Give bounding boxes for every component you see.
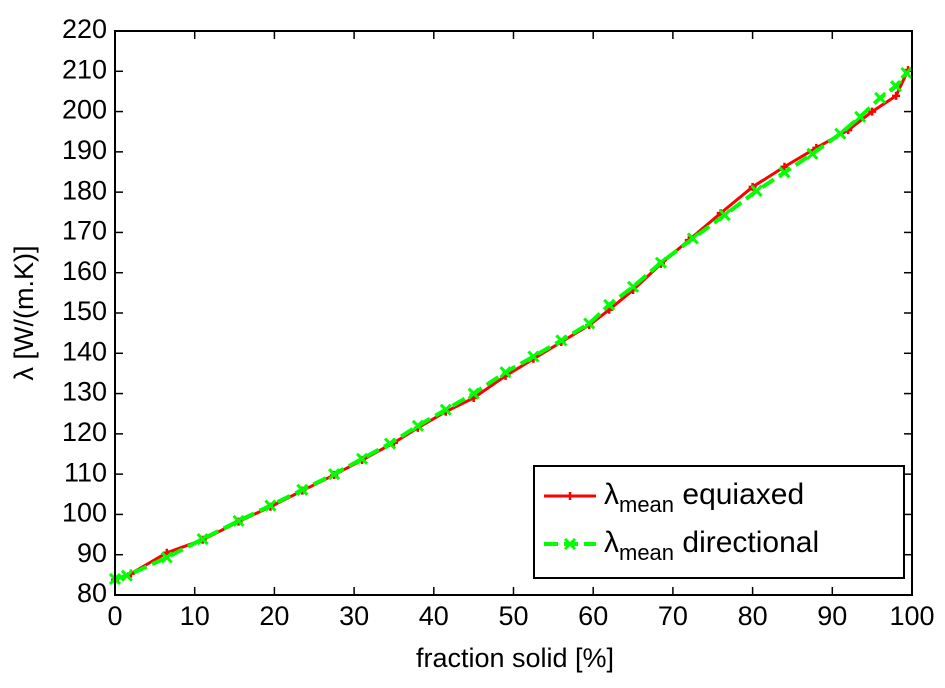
legend-label: λmean directional	[604, 526, 819, 565]
data-point	[296, 483, 309, 496]
data-point	[383, 437, 397, 450]
y-tick-label: 140	[62, 336, 107, 366]
data-point	[654, 256, 668, 269]
y-tick-label: 200	[62, 95, 107, 125]
data-point	[834, 127, 847, 140]
x-tick-label: 40	[419, 601, 449, 631]
data-point	[806, 147, 819, 160]
x-tick-label: 30	[339, 601, 369, 631]
legend-box	[533, 465, 905, 579]
data-point	[264, 499, 277, 512]
legend-marker	[566, 492, 574, 500]
data-point	[356, 452, 369, 465]
data-point	[780, 162, 789, 171]
data-point	[900, 66, 913, 79]
y-tick-label: 190	[62, 135, 107, 165]
y-tick-label: 180	[62, 175, 107, 205]
data-point	[603, 298, 616, 312]
data-point	[160, 551, 173, 564]
data-point	[439, 403, 452, 416]
x-tick-label: 100	[889, 601, 934, 631]
y-tick-label: 210	[62, 54, 107, 84]
data-point	[889, 80, 903, 93]
data-point	[411, 419, 424, 432]
x-tick-label: 90	[817, 601, 847, 631]
y-tick-label: 100	[62, 498, 107, 528]
x-tick-label: 60	[578, 601, 608, 631]
y-tick-label: 80	[77, 578, 107, 608]
x-tick-label: 20	[259, 601, 289, 631]
legend-marker	[563, 537, 577, 551]
y-tick-label: 160	[62, 256, 107, 286]
data-point	[718, 209, 731, 222]
y-tick-label: 120	[62, 417, 107, 447]
data-point	[499, 366, 512, 379]
y-tick-label: 150	[62, 296, 107, 326]
y-tick-label: 90	[77, 538, 107, 568]
data-point	[232, 514, 245, 527]
plot-frame	[114, 30, 913, 596]
data-point	[868, 107, 877, 116]
data-point	[626, 280, 640, 293]
y-tick-label: 110	[64, 457, 107, 487]
x-tick-label: 0	[107, 601, 122, 631]
data-point	[196, 532, 209, 546]
data-point	[778, 166, 791, 179]
data-point	[120, 569, 134, 582]
data-point	[162, 548, 171, 557]
x-axis-label: fraction solid [%]	[416, 643, 614, 673]
legend-label: λmean equiaxed	[604, 478, 804, 517]
data-point	[854, 110, 867, 123]
y-axis-label: λ [W/(m.K)]	[9, 246, 39, 381]
data-point	[467, 387, 480, 400]
data-point	[750, 184, 763, 197]
data-point	[555, 334, 568, 347]
x-tick-label: 80	[738, 601, 768, 631]
y-tick-label: 170	[62, 216, 107, 246]
y-tick-label: 220	[62, 14, 107, 44]
data-point	[874, 91, 887, 104]
x-tick-label: 10	[180, 601, 210, 631]
data-point	[527, 350, 540, 363]
y-tick-label: 130	[62, 377, 107, 407]
data-point	[892, 91, 901, 100]
data-point	[328, 468, 341, 481]
x-tick-label: 70	[658, 601, 688, 631]
data-point	[583, 317, 596, 330]
data-point	[686, 232, 699, 245]
x-tick-label: 50	[498, 601, 528, 631]
